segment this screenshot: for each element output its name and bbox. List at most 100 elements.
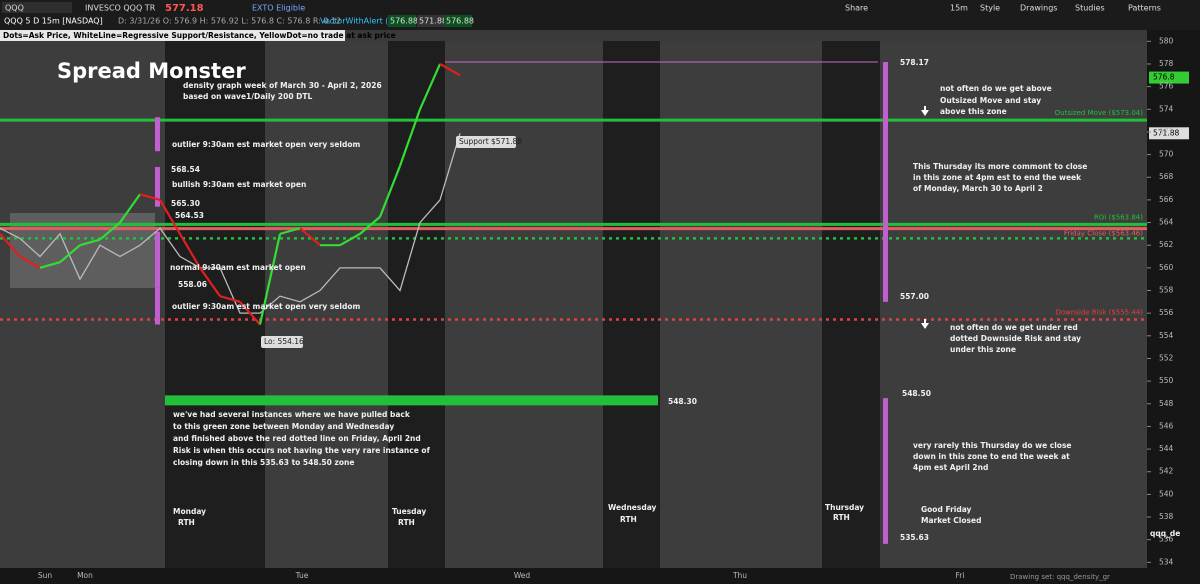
annotation: 548.30	[668, 397, 697, 406]
study-value: 576.88	[446, 17, 474, 26]
price-tag	[1149, 71, 1189, 84]
y-tick-label: 538	[1159, 512, 1174, 521]
price-segment	[359, 216, 381, 235]
session-band	[165, 41, 265, 568]
price-segment	[139, 193, 161, 201]
zone-bar	[883, 62, 888, 302]
x-tick-label: Fri	[956, 571, 965, 580]
study-value-box	[444, 15, 472, 27]
y-tick-label: 542	[1159, 467, 1174, 476]
symbol-box[interactable]	[2, 2, 72, 13]
callout-box	[261, 336, 303, 348]
annotation: in this zone at 4pm est to end the week	[913, 173, 1082, 182]
y-tick-label: 552	[1159, 353, 1174, 362]
annotation: bullish 9:30am est market open	[172, 180, 306, 189]
time-axis	[0, 568, 1200, 584]
annotation: we've had several instances where we hav…	[173, 410, 411, 419]
annotation: not often do we get under red	[950, 323, 1078, 332]
toolbar-button[interactable]: Patterns	[1128, 4, 1161, 13]
level-label: Outsized Move ($573.04)	[1055, 109, 1144, 117]
price-tag-label: 576.8	[1153, 73, 1175, 82]
price-segment	[279, 227, 301, 235]
y-tick-label: 558	[1159, 286, 1174, 295]
session-band	[265, 41, 388, 568]
toolbar-button[interactable]: Style	[980, 4, 1000, 13]
annotation: dotted Downside Risk and stay	[950, 334, 1081, 343]
y-tick-label: 544	[1159, 444, 1174, 453]
note-box	[0, 30, 345, 41]
toolbar-button[interactable]: Studies	[1075, 4, 1105, 13]
callout-box	[456, 136, 516, 148]
chart-title: Spread Monster	[57, 59, 246, 83]
last-price: 577.18	[165, 3, 204, 14]
annotation: RTH	[620, 515, 637, 524]
level-label: RGI ($563.84)	[1094, 213, 1143, 221]
y-tick-label: 572	[1159, 127, 1174, 136]
note: Dots=Ask Price, WhiteLine=Regressive Sup…	[3, 31, 396, 40]
y-tick-label: 580	[1159, 36, 1174, 45]
study-value-box	[388, 15, 416, 27]
toolbar-button[interactable]: 15m	[950, 4, 968, 13]
zone-bar	[155, 231, 160, 288]
annotation: 558.06	[178, 280, 207, 289]
toolbar-button[interactable]: Drawings	[1020, 4, 1057, 13]
y-tick-label: 560	[1159, 263, 1174, 272]
arrow-up	[921, 106, 929, 116]
study-value-box	[417, 15, 445, 27]
annotation: and finished above the red dotted line o…	[173, 434, 421, 443]
price-segment	[59, 244, 81, 264]
annotation: density graph week of March 30 - April 2…	[183, 81, 382, 90]
y-tick-label: 554	[1159, 331, 1174, 340]
session-band	[660, 41, 822, 568]
annotation: above this zone	[940, 107, 1007, 116]
session-band	[880, 41, 1147, 568]
y-tick-label: 576	[1159, 82, 1174, 91]
zone-bar	[155, 167, 160, 207]
annotation: Market Closed	[921, 516, 981, 525]
ohlc: D: 3/31/26 O: 576.9 H: 576.92 L: 576.8 C…	[118, 17, 341, 26]
toolbar-button[interactable]: Share	[845, 4, 868, 13]
annotation: Thursday	[825, 503, 864, 512]
annotation: closing down in this 535.63 to 548.50 zo…	[173, 458, 354, 467]
price-segment	[378, 165, 402, 218]
company: INVESCO QQQ TR	[85, 4, 156, 13]
y-tick-label: 556	[1159, 308, 1174, 317]
price-segment	[179, 233, 201, 269]
session-band	[388, 41, 445, 568]
annotation: RTH	[833, 513, 850, 522]
annotation: 557.00	[900, 292, 929, 301]
y-tick-label: 578	[1159, 59, 1174, 68]
x-tick-label: Sun	[38, 571, 53, 580]
annotation: not often do we get above	[940, 84, 1052, 93]
price-segment	[219, 295, 241, 303]
annotation: Lo: 554.16	[264, 337, 304, 346]
annotation: 4pm est April 2nd	[913, 463, 988, 472]
price-segment	[299, 227, 321, 247]
y-tick-label: 534	[1159, 557, 1174, 566]
price-segment	[418, 63, 442, 110]
regression-line	[0, 133, 461, 314]
price-segment	[398, 108, 422, 167]
session-band	[603, 41, 660, 568]
zone-bar	[155, 117, 160, 152]
y-tick-label: 562	[1159, 240, 1174, 249]
price-segment	[339, 232, 361, 247]
annotation: normal 9:30am est market open	[170, 263, 306, 272]
price-segment	[19, 255, 41, 269]
annotation: outlier 9:30am est market open very seld…	[172, 302, 361, 311]
price-segment	[119, 193, 141, 224]
annotation: Support $571.88	[459, 137, 522, 146]
x-tick-label: Thu	[732, 571, 747, 580]
annotation: 578.17	[900, 58, 929, 67]
annotation: RTH	[178, 518, 195, 527]
level-label: Friday Close ($563.46)	[1064, 230, 1143, 238]
annotation: 548.50	[902, 389, 931, 398]
annotation: Good Friday	[921, 505, 972, 514]
x-tick-label: Mon	[77, 571, 93, 580]
price-segment	[239, 301, 261, 326]
y-tick-label: 540	[1159, 489, 1174, 498]
session-band	[445, 41, 603, 568]
x-tick-label: Wed	[514, 571, 531, 580]
price-segment	[159, 199, 181, 235]
price-segment	[39, 261, 61, 269]
